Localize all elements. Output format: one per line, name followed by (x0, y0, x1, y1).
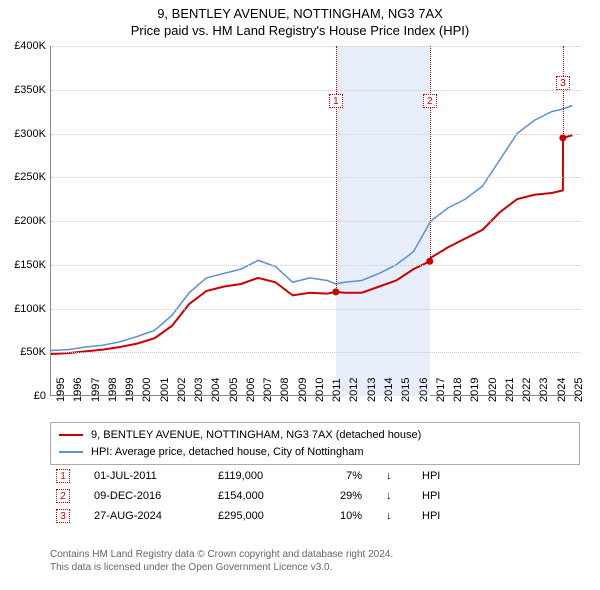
sales-pct: 10% (322, 510, 362, 522)
marker-vline (430, 46, 431, 261)
y-gridline (51, 90, 581, 91)
sales-date: 01-JUL-2011 (94, 470, 194, 482)
sales-pct: 7% (322, 470, 362, 482)
series-hpi (51, 106, 572, 351)
x-axis-label: 2022 (521, 378, 533, 402)
y-gridline (51, 309, 581, 310)
x-axis-label: 1997 (90, 378, 102, 402)
x-axis-label: 2018 (452, 378, 464, 402)
footer-attribution: Contains HM Land Registry data © Crown c… (50, 548, 580, 574)
x-axis-label: 2015 (400, 378, 412, 402)
x-axis-label: 2005 (228, 378, 240, 402)
y-axis-label: £400K (14, 40, 46, 52)
sales-date: 09-DEC-2016 (94, 490, 194, 502)
x-axis-label: 2009 (297, 378, 309, 402)
legend-swatch (59, 451, 83, 453)
down-arrow-icon: ↓ (386, 510, 398, 522)
y-axis-label: £100K (14, 303, 46, 315)
legend-row: 9, BENTLEY AVENUE, NOTTINGHAM, NG3 7AX (… (59, 427, 571, 444)
x-axis-label: 2007 (262, 378, 274, 402)
marker-box: 2 (423, 94, 437, 108)
x-axis-label: 2014 (383, 378, 395, 402)
x-axis-label: 2010 (314, 378, 326, 402)
sales-hpi-label: HPI (422, 510, 452, 522)
y-axis-label: £300K (14, 128, 46, 140)
x-axis-label: 2013 (366, 378, 378, 402)
x-axis-label: 2003 (193, 378, 205, 402)
marker-box: 3 (556, 76, 570, 90)
legend-swatch (59, 434, 83, 436)
y-axis-label: £350K (14, 84, 46, 96)
x-axis-label: 2002 (176, 378, 188, 402)
sales-price: £295,000 (218, 510, 298, 522)
sales-hpi-label: HPI (422, 470, 452, 482)
x-axis-label: 2019 (469, 378, 481, 402)
x-axis-label: 2020 (487, 378, 499, 402)
sales-marker: 2 (56, 489, 70, 503)
y-axis-label: £200K (14, 215, 46, 227)
x-axis-label: 2021 (504, 378, 516, 402)
x-axis-label: 2025 (573, 378, 585, 402)
sales-marker: 1 (56, 469, 70, 483)
x-axis-label: 2017 (435, 378, 447, 402)
y-gridline (51, 177, 581, 178)
y-gridline (51, 134, 581, 135)
sales-row: 2 09-DEC-2016 £154,000 29% ↓ HPI (50, 486, 580, 506)
sales-marker: 3 (56, 509, 70, 523)
legend: 9, BENTLEY AVENUE, NOTTINGHAM, NG3 7AX (… (50, 422, 580, 465)
legend-label: HPI: Average price, detached house, City… (91, 444, 364, 461)
x-axis-label: 1999 (124, 378, 136, 402)
down-arrow-icon: ↓ (386, 470, 398, 482)
y-axis-label: £0 (34, 390, 46, 402)
y-axis-label: £150K (14, 259, 46, 271)
x-axis-label: 2008 (279, 378, 291, 402)
sales-date: 27-AUG-2024 (94, 510, 194, 522)
marker-vline (563, 46, 564, 138)
y-gridline (51, 265, 581, 266)
footer-line1: Contains HM Land Registry data © Crown c… (50, 548, 580, 561)
x-axis-label: 1996 (72, 378, 84, 402)
sales-pct: 29% (322, 490, 362, 502)
legend-label: 9, BENTLEY AVENUE, NOTTINGHAM, NG3 7AX (… (91, 427, 421, 444)
chart-title: 9, BENTLEY AVENUE, NOTTINGHAM, NG3 7AX (0, 6, 600, 21)
x-axis-label: 2001 (159, 378, 171, 402)
y-axis-label: £250K (14, 171, 46, 183)
x-axis-label: 2011 (331, 378, 343, 402)
x-axis-label: 2000 (141, 378, 153, 402)
x-axis-label: 2024 (556, 378, 568, 402)
sales-price: £154,000 (218, 490, 298, 502)
marker-vline (336, 46, 337, 292)
down-arrow-icon: ↓ (386, 490, 398, 502)
sales-row: 3 27-AUG-2024 £295,000 10% ↓ HPI (50, 506, 580, 526)
sales-row: 1 01-JUL-2011 £119,000 7% ↓ HPI (50, 466, 580, 486)
chart-subtitle: Price paid vs. HM Land Registry's House … (0, 23, 600, 38)
sales-hpi-label: HPI (422, 490, 452, 502)
y-axis-label: £50K (20, 346, 46, 358)
footer-line2: This data is licensed under the Open Gov… (50, 561, 580, 574)
plot-region: £0£50K£100K£150K£200K£250K£300K£350K£400… (50, 46, 580, 396)
x-axis-label: 1998 (107, 378, 119, 402)
sales-price: £119,000 (218, 470, 298, 482)
x-axis-label: 2006 (245, 378, 257, 402)
sales-table: 1 01-JUL-2011 £119,000 7% ↓ HPI 2 09-DEC-2016 £1… (50, 466, 580, 526)
marker-box: 1 (329, 94, 343, 108)
x-axis-label: 2023 (538, 378, 550, 402)
x-axis-label: 2012 (348, 378, 360, 402)
legend-row: HPI: Average price, detached house, City… (59, 444, 571, 461)
chart-area: £0£50K£100K£150K£200K£250K£300K£350K£400… (50, 46, 580, 396)
y-gridline (51, 352, 581, 353)
x-axis-label: 1995 (55, 378, 67, 402)
x-axis-label: 2004 (210, 378, 222, 402)
y-gridline (51, 221, 581, 222)
x-axis-label: 2016 (418, 378, 430, 402)
y-gridline (51, 46, 581, 47)
